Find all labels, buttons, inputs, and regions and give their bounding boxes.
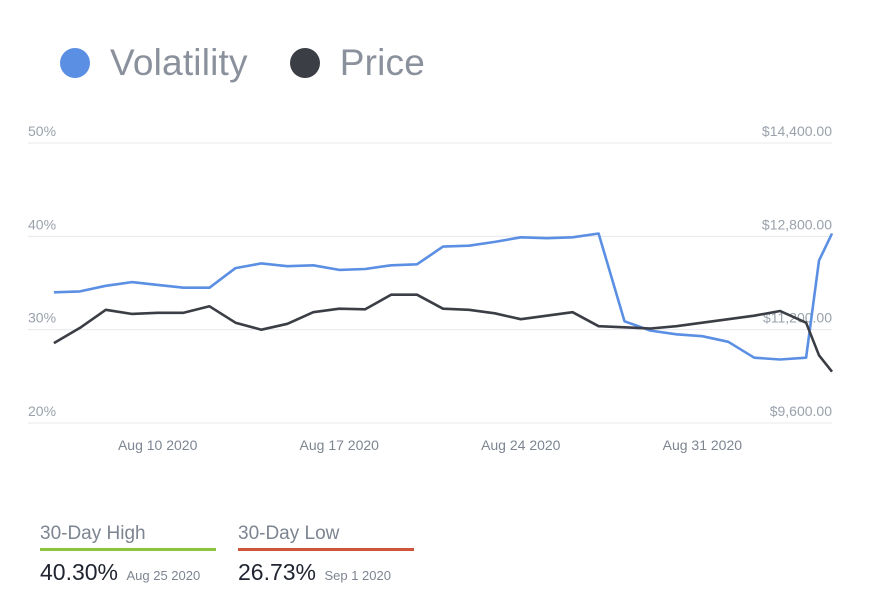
left-axis-tick-label: 20% [28,403,56,419]
left-axis-tick-label: 30% [28,310,56,326]
legend-item-price[interactable]: Price [289,42,426,84]
stat-date: Sep 1 2020 [324,568,391,583]
line-chart: 50%40%30%20%$14,400.00$12,800.00$11,200.… [28,123,834,453]
stat-date: Aug 25 2020 [126,568,201,583]
chart-legend: Volatility Price [60,38,467,88]
legend-label: Price [339,42,426,83]
stat-underline [238,548,414,551]
x-axis-tick-label: Aug 10 2020 [118,437,198,453]
stat-value: 40.30% [40,559,119,585]
right-axis-tick-label: $9,600.00 [770,403,832,419]
x-axis-tick-label: Aug 31 2020 [663,437,743,453]
x-axis-tick-label: Aug 17 2020 [300,437,380,453]
right-axis-tick-label: $12,800.00 [762,216,832,232]
legend-label: Volatility [110,42,248,83]
left-axis-tick-label: 50% [28,123,56,139]
stat-title: 30-Day High [40,523,146,544]
stat-30-day-low: 30-Day Low 26.73% Sep 1 2020 [238,523,414,586]
stat-underline [40,548,216,551]
stat-title: 30-Day Low [238,523,340,544]
stat-30-day-high: 30-Day High 40.30% Aug 25 2020 [40,523,216,586]
volatility-dot-icon [60,48,90,78]
right-axis-tick-label: $14,400.00 [762,123,832,139]
series-line-price [53,293,834,373]
series-line-volatility [53,232,834,361]
left-axis-tick-label: 40% [28,216,56,232]
stat-value: 26.73% [238,559,317,585]
legend-item-volatility[interactable]: Volatility [60,42,248,84]
price-dot-icon [289,48,320,78]
x-axis-tick-label: Aug 24 2020 [481,437,561,453]
stats-row: 30-Day High 40.30% Aug 25 2020 30-Day Lo… [40,523,436,586]
